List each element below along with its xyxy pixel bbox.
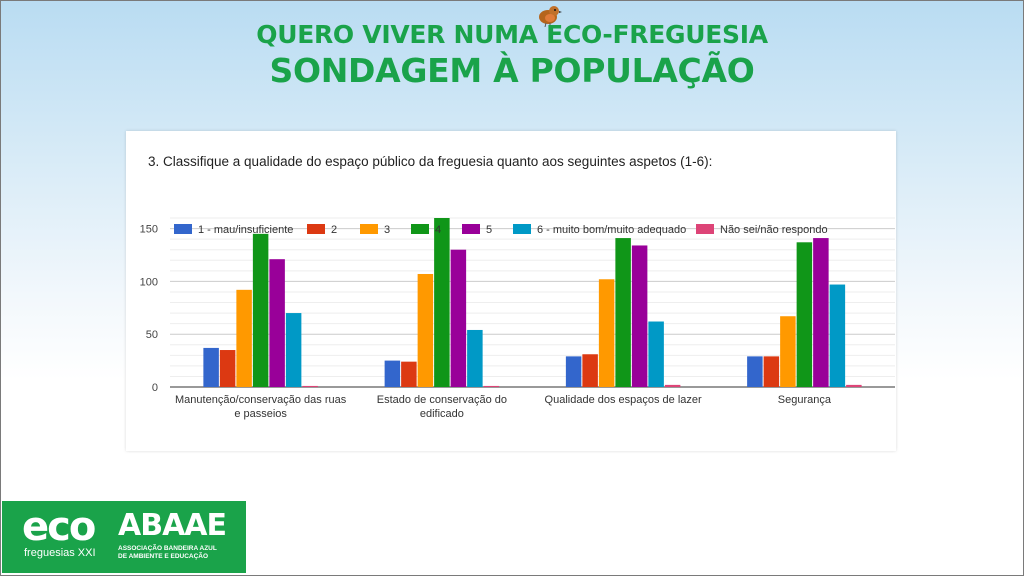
bar <box>796 242 813 387</box>
bar <box>302 385 318 387</box>
legend-label: 1 - mau/insuficiente <box>198 224 293 236</box>
legend-swatch <box>513 224 531 234</box>
bar <box>582 354 598 387</box>
bar <box>763 356 780 387</box>
legend-label: 4 <box>435 224 441 236</box>
legend-swatch <box>307 224 325 234</box>
title-line-2: SONDAGEM À POPULAÇÃO <box>269 51 755 90</box>
bar <box>450 249 467 387</box>
legend-label: 3 <box>384 224 390 236</box>
abaae-subtitle-line-1: ASSOCIAÇÃO BANDEIRA AZUL <box>118 545 217 552</box>
x-tick-label: Estado de conservação do <box>377 394 507 406</box>
legend-label: 5 <box>486 224 492 236</box>
title-line-1: QUERO VIVER NUMA ECO-FREGUESIA <box>256 20 768 49</box>
bar <box>401 361 417 387</box>
bar <box>598 279 615 387</box>
legend-swatch <box>696 224 714 234</box>
x-tick-label: edificado <box>420 408 464 420</box>
x-tick-label: e passeios <box>234 408 287 420</box>
bar <box>285 313 302 387</box>
abaae-logo-text: ABAAE <box>118 508 227 543</box>
slide-title: QUERO VIVER NUMA ECO-FREGUESIA SONDAGEM … <box>0 18 1024 90</box>
x-tick-label: Qualidade dos espaços de lazer <box>545 394 702 406</box>
y-tick-label: 50 <box>146 329 158 341</box>
abaae-subtitle-line-2: DE AMBIENTE E EDUCAÇÃO <box>118 553 209 560</box>
bar <box>813 238 829 387</box>
bar-chart: 0 50 100 150 Manutenção/conservação das ruas… <box>140 217 895 420</box>
bar <box>252 233 269 387</box>
y-tick-label: 150 <box>140 224 158 236</box>
legend-swatch <box>462 224 480 234</box>
bar <box>203 347 219 387</box>
eco-logo-subtitle: freguesias XXI <box>24 547 96 559</box>
bar <box>384 360 401 387</box>
bar <box>565 356 582 387</box>
bar <box>219 350 236 387</box>
bar <box>615 238 631 387</box>
y-tick-label: 0 <box>152 382 158 394</box>
x-tick-label: Manutenção/conservação das ruas <box>175 394 347 406</box>
bar <box>780 316 796 387</box>
bar <box>467 329 483 387</box>
bar <box>846 384 862 387</box>
legend-label: 6 - muito bom/muito adequado <box>537 224 686 236</box>
bar <box>236 289 252 387</box>
bar <box>747 356 763 387</box>
bar <box>829 284 846 387</box>
legend-swatch <box>360 224 378 234</box>
bird-icon <box>539 6 562 27</box>
bar <box>434 218 450 387</box>
question-text: 3. Classifique a qualidade do espaço púb… <box>148 154 713 169</box>
bar <box>483 385 500 387</box>
bar <box>631 245 648 387</box>
bar <box>664 384 681 387</box>
legend-swatch <box>411 224 429 234</box>
bar <box>269 259 285 387</box>
x-tick-label: Segurança <box>778 394 832 406</box>
footer-logo: eco freguesias XXI ABAAE ASSOCIAÇÃO BAND… <box>2 501 246 573</box>
eco-logo-text: eco <box>22 504 96 550</box>
legend-swatch <box>174 224 192 234</box>
bar <box>648 321 664 387</box>
bar <box>417 273 434 387</box>
legend-label: Não sei/não respondo <box>720 224 828 236</box>
abaae-logo-subtitle: ASSOCIAÇÃO BANDEIRA AZUL DE AMBIENTE E E… <box>118 545 238 561</box>
legend-label: 2 <box>331 224 337 236</box>
y-tick-label: 100 <box>140 276 158 288</box>
